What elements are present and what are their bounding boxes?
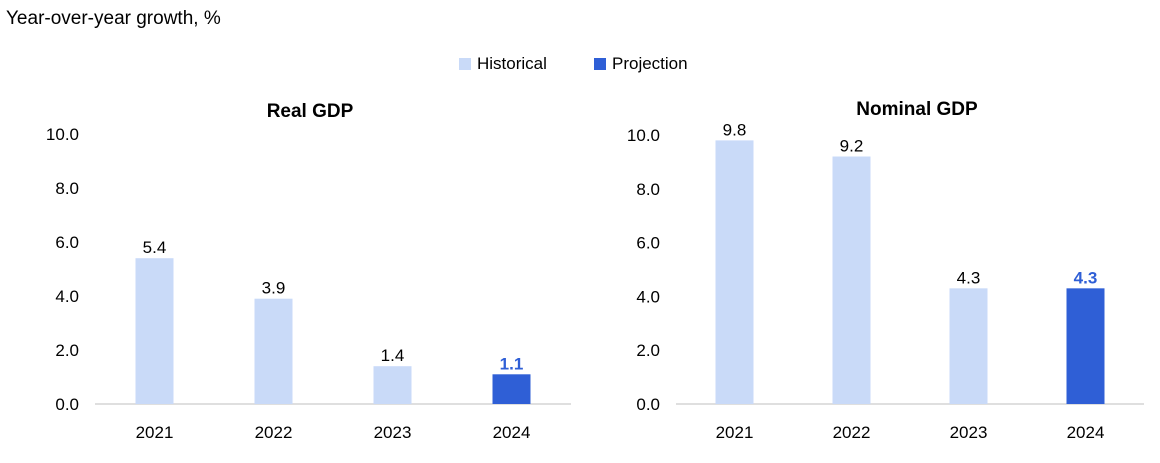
real-gdp-ytick-label: 10.0	[46, 125, 79, 144]
real-gdp-bar-2021	[135, 258, 174, 404]
nominal-gdp-data-label-2022: 9.2	[840, 137, 864, 156]
legend-item-historical: Historical	[459, 54, 547, 74]
nominal-gdp-bar-2023	[949, 288, 988, 404]
nominal-gdp-xtick-label-2022: 2022	[833, 423, 871, 442]
real-gdp-data-label-2024: 1.1	[500, 354, 524, 373]
real-gdp-xtick-label-2024: 2024	[493, 423, 531, 442]
legend-swatch-projection	[594, 58, 606, 70]
real-gdp-bar-2022	[254, 298, 293, 404]
nominal-gdp-xtick-label-2023: 2023	[950, 423, 988, 442]
legend-item-projection: Projection	[594, 54, 688, 74]
nominal-gdp-bar-2022	[832, 156, 871, 404]
legend: Historical Projection	[0, 54, 1160, 78]
nominal-gdp-ytick-label: 4.0	[636, 287, 660, 306]
real-gdp-data-label-2021: 5.4	[143, 238, 167, 257]
legend-swatch-historical	[459, 58, 471, 70]
real-gdp-ytick-label: 0.0	[55, 395, 79, 414]
real-gdp-chart-title: Real GDP	[267, 101, 354, 122]
real-gdp-data-label-2022: 3.9	[262, 279, 286, 298]
nominal-gdp-chart-title: Nominal GDP	[856, 99, 978, 120]
real-gdp-ytick-label: 2.0	[55, 341, 79, 360]
real-gdp-xtick-label-2021: 2021	[136, 423, 174, 442]
real-gdp-bar-2023	[373, 366, 412, 404]
nominal-gdp-data-label-2021: 9.8	[723, 120, 747, 139]
real-gdp-xtick-label-2022: 2022	[255, 423, 293, 442]
real-gdp-ytick-label: 4.0	[55, 287, 79, 306]
nominal-gdp-bar-2024	[1066, 288, 1105, 404]
nominal-gdp-data-label-2024: 4.3	[1074, 268, 1098, 287]
page-title: Year-over-year growth, %	[6, 8, 221, 29]
nominal-gdp-data-label-2023: 4.3	[957, 268, 981, 287]
real-gdp-ytick-label: 6.0	[55, 233, 79, 252]
nominal-gdp-bar-2021	[715, 140, 754, 404]
real-gdp-ytick-label: 8.0	[55, 179, 79, 198]
nominal-gdp-ytick-label: 2.0	[636, 341, 660, 360]
real-gdp-data-label-2023: 1.4	[381, 346, 405, 365]
nominal-gdp-ytick-label: 8.0	[636, 180, 660, 199]
real-gdp-xtick-label-2023: 2023	[374, 423, 412, 442]
nominal-gdp-ytick-label: 0.0	[636, 395, 660, 414]
legend-label-historical: Historical	[477, 54, 547, 73]
real-gdp-bar-2024	[492, 374, 531, 404]
nominal-gdp-xtick-label-2021: 2021	[716, 423, 754, 442]
nominal-gdp-ytick-label: 10.0	[627, 126, 660, 145]
legend-label-projection: Projection	[612, 54, 688, 73]
nominal-gdp-xtick-label-2024: 2024	[1067, 423, 1105, 442]
nominal-gdp-ytick-label: 6.0	[636, 234, 660, 253]
